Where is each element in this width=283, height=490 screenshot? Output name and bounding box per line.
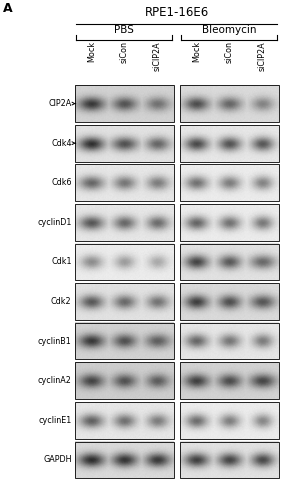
- Text: cyclinE1: cyclinE1: [38, 416, 72, 425]
- Text: PBS: PBS: [114, 25, 134, 35]
- Bar: [75, 283, 174, 320]
- Text: Cdk1: Cdk1: [51, 257, 72, 267]
- Text: siCon: siCon: [225, 41, 234, 63]
- Bar: [75, 165, 174, 201]
- Bar: [75, 85, 174, 122]
- Text: Cdk2: Cdk2: [51, 297, 72, 306]
- Text: Cdk6: Cdk6: [51, 178, 72, 187]
- Bar: [75, 204, 174, 241]
- Text: Mock: Mock: [87, 41, 96, 62]
- Bar: [180, 85, 279, 122]
- Bar: [180, 363, 279, 399]
- Bar: [180, 244, 279, 280]
- Text: Cdk4: Cdk4: [51, 139, 72, 147]
- Text: Bleomycin: Bleomycin: [202, 25, 257, 35]
- Bar: [75, 125, 174, 162]
- Bar: [180, 402, 279, 439]
- Bar: [75, 323, 174, 360]
- Text: cyclinB1: cyclinB1: [38, 337, 72, 345]
- Bar: [180, 441, 279, 478]
- Text: cyclinD1: cyclinD1: [37, 218, 72, 227]
- Bar: [75, 441, 174, 478]
- Text: cyclinA2: cyclinA2: [38, 376, 72, 385]
- Text: siCIP2A: siCIP2A: [153, 41, 162, 71]
- Bar: [180, 165, 279, 201]
- Bar: [180, 125, 279, 162]
- Bar: [75, 244, 174, 280]
- Text: CIP2A: CIP2A: [48, 99, 72, 108]
- Bar: [180, 204, 279, 241]
- Bar: [180, 323, 279, 360]
- Bar: [180, 283, 279, 320]
- Bar: [75, 402, 174, 439]
- Text: siCon: siCon: [120, 41, 129, 63]
- Text: siCIP2A: siCIP2A: [258, 41, 267, 71]
- Text: GAPDH: GAPDH: [43, 455, 72, 465]
- Text: A: A: [3, 2, 12, 16]
- Bar: [75, 363, 174, 399]
- Text: RPE1-16E6: RPE1-16E6: [145, 6, 209, 20]
- Text: Mock: Mock: [192, 41, 201, 62]
